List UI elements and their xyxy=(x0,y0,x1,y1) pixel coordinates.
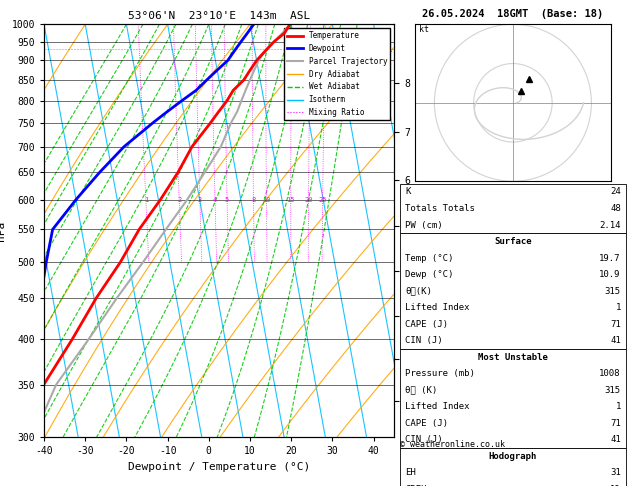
Text: PW (cm): PW (cm) xyxy=(405,221,443,229)
Text: SREH: SREH xyxy=(405,485,426,486)
Title: 53°06'N  23°10'E  143m  ASL: 53°06'N 23°10'E 143m ASL xyxy=(128,11,310,21)
Text: 1: 1 xyxy=(615,402,621,411)
Text: CAPE (J): CAPE (J) xyxy=(405,320,448,329)
Text: Dewp (°C): Dewp (°C) xyxy=(405,270,454,279)
Text: 15: 15 xyxy=(286,196,295,203)
Text: CAPE (J): CAPE (J) xyxy=(405,419,448,428)
Text: K: K xyxy=(405,188,410,196)
Text: 19: 19 xyxy=(610,485,621,486)
Y-axis label: hPa: hPa xyxy=(0,221,6,241)
Text: θᴇ(K): θᴇ(K) xyxy=(405,287,432,295)
Text: Surface: Surface xyxy=(494,237,532,246)
Text: θᴇ (K): θᴇ (K) xyxy=(405,386,437,395)
Text: 315: 315 xyxy=(604,287,621,295)
Text: Lifted Index: Lifted Index xyxy=(405,303,469,312)
Text: 24: 24 xyxy=(610,188,621,196)
Text: © weatheronline.co.uk: © weatheronline.co.uk xyxy=(400,440,505,449)
Text: Lifted Index: Lifted Index xyxy=(405,402,469,411)
Text: 71: 71 xyxy=(610,320,621,329)
Text: CIN (J): CIN (J) xyxy=(405,435,443,444)
Text: EH: EH xyxy=(405,469,416,477)
Text: 71: 71 xyxy=(610,419,621,428)
Text: 41: 41 xyxy=(610,435,621,444)
Text: 5: 5 xyxy=(225,196,229,203)
Text: 41: 41 xyxy=(610,336,621,345)
Text: CIN (J): CIN (J) xyxy=(405,336,443,345)
Text: 25: 25 xyxy=(318,196,327,203)
Text: Hodograph: Hodograph xyxy=(489,452,537,461)
Legend: Temperature, Dewpoint, Parcel Trajectory, Dry Adiabat, Wet Adiabat, Isotherm, Mi: Temperature, Dewpoint, Parcel Trajectory… xyxy=(284,28,391,120)
Text: 1: 1 xyxy=(143,196,148,203)
Text: LCL: LCL xyxy=(377,45,392,53)
Text: 315: 315 xyxy=(604,386,621,395)
Text: Most Unstable: Most Unstable xyxy=(478,353,548,362)
Text: 3: 3 xyxy=(198,196,202,203)
Text: 1008: 1008 xyxy=(599,369,621,378)
Text: 31: 31 xyxy=(610,469,621,477)
Text: Pressure (mb): Pressure (mb) xyxy=(405,369,475,378)
Text: 8: 8 xyxy=(252,196,255,203)
Text: 4: 4 xyxy=(213,196,217,203)
Text: 2.14: 2.14 xyxy=(599,221,621,229)
Text: 48: 48 xyxy=(610,204,621,213)
Text: 10: 10 xyxy=(262,196,270,203)
Text: Temp (°C): Temp (°C) xyxy=(405,254,454,262)
Text: 26.05.2024  18GMT  (Base: 18): 26.05.2024 18GMT (Base: 18) xyxy=(422,9,604,19)
Text: Totals Totals: Totals Totals xyxy=(405,204,475,213)
Text: kt: kt xyxy=(419,25,429,34)
Text: 19.7: 19.7 xyxy=(599,254,621,262)
X-axis label: Dewpoint / Temperature (°C): Dewpoint / Temperature (°C) xyxy=(128,462,310,472)
Text: 2: 2 xyxy=(177,196,181,203)
Text: 1: 1 xyxy=(615,303,621,312)
Text: 10.9: 10.9 xyxy=(599,270,621,279)
Text: 20: 20 xyxy=(304,196,313,203)
Y-axis label: km
ASL: km ASL xyxy=(429,220,447,242)
